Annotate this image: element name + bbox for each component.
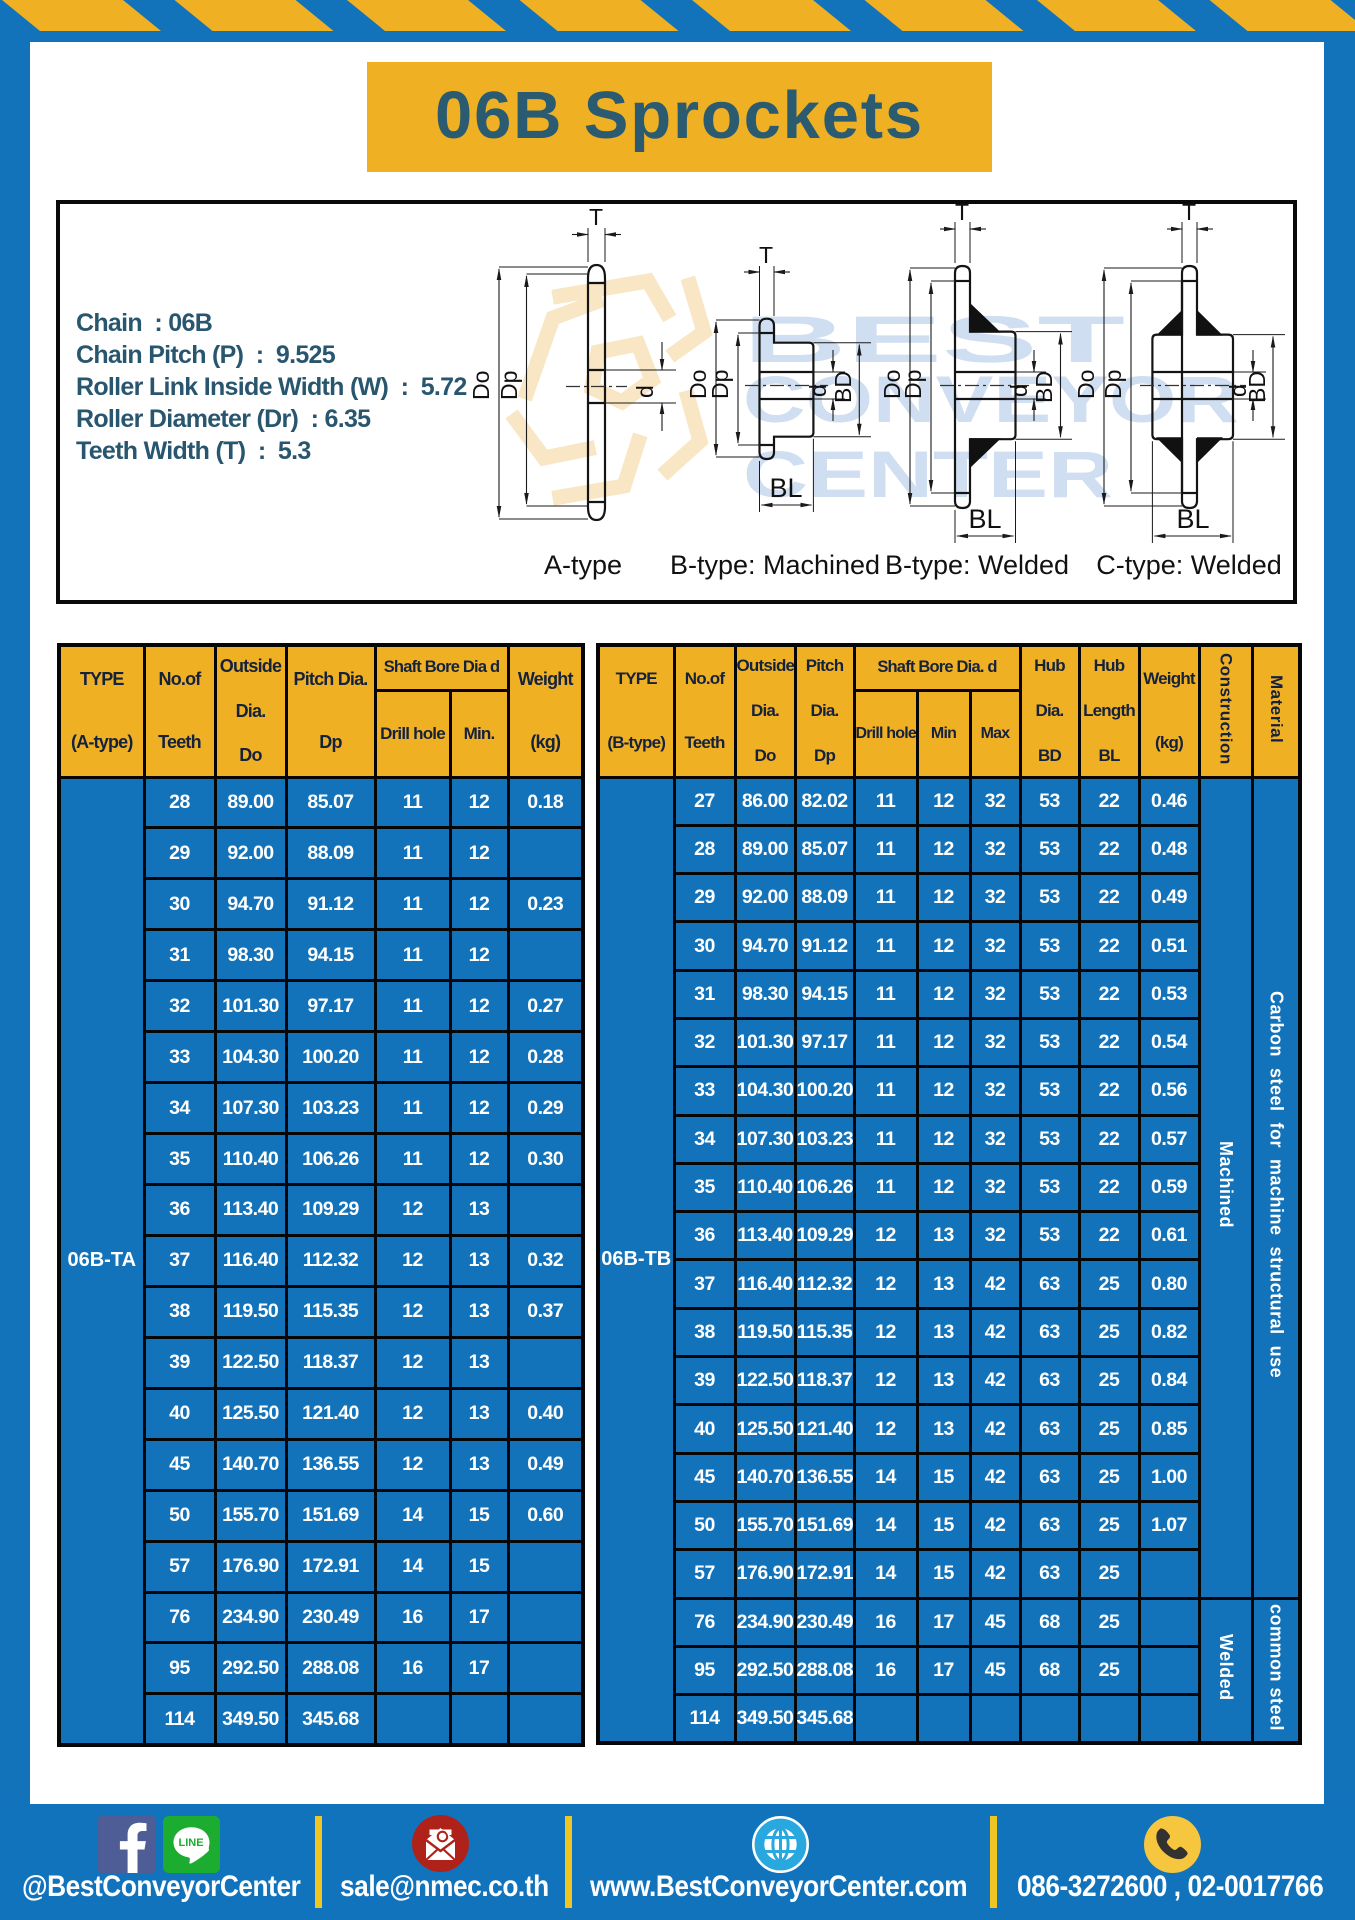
- svg-text:d: d: [805, 384, 831, 397]
- svg-text:B-type: Welded: B-type: Welded: [885, 550, 1069, 580]
- svg-text:T: T: [955, 204, 969, 225]
- svg-text:Do: Do: [879, 370, 905, 399]
- svg-text:BL: BL: [968, 504, 1001, 534]
- svg-text:Do: Do: [468, 371, 494, 400]
- svg-text:T: T: [589, 204, 603, 230]
- svg-text:Dp: Dp: [496, 371, 522, 400]
- svg-text:d: d: [1006, 384, 1032, 397]
- svg-text:BL: BL: [769, 473, 802, 503]
- svg-text:Dp: Dp: [900, 370, 926, 399]
- svg-text:BD: BD: [1244, 371, 1270, 403]
- svg-text:C-type: Welded: C-type: Welded: [1096, 550, 1282, 580]
- svg-text:BD: BD: [830, 371, 856, 403]
- svg-text:T: T: [759, 242, 773, 268]
- svg-text:Dp: Dp: [707, 370, 733, 399]
- svg-text:CENTER: CENTER: [743, 437, 1113, 511]
- svg-text:A-type: A-type: [544, 550, 622, 580]
- svg-text:Do: Do: [1073, 370, 1099, 399]
- svg-text:T: T: [1182, 204, 1196, 225]
- svg-text:Dp: Dp: [1100, 370, 1126, 399]
- svg-text:BL: BL: [1176, 504, 1209, 534]
- svg-text:Do: Do: [685, 370, 711, 399]
- svg-text:d: d: [632, 385, 658, 398]
- svg-text:d: d: [1225, 384, 1251, 397]
- svg-text:B-type: Machined: B-type: Machined: [670, 550, 880, 580]
- svg-text:LINE: LINE: [178, 1837, 203, 1849]
- svg-text:BD: BD: [1031, 371, 1057, 403]
